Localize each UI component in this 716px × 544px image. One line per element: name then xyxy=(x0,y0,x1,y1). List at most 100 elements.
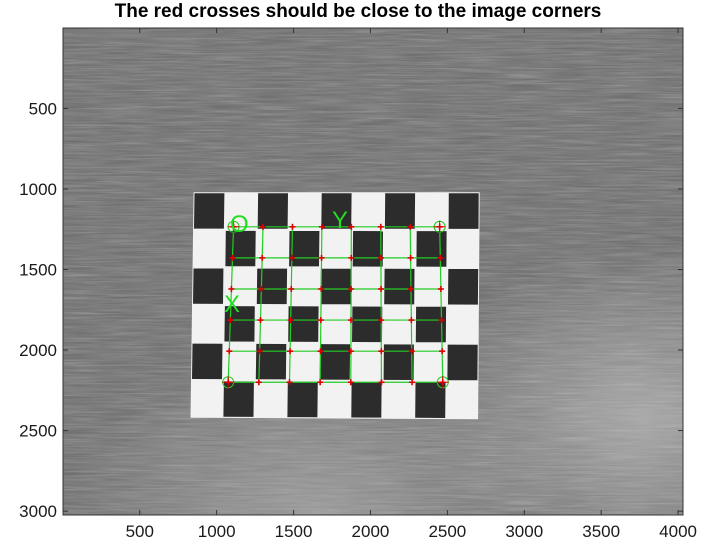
corner-marker-bottom-left xyxy=(222,376,235,389)
corner-cross xyxy=(257,317,264,324)
corner-cross xyxy=(318,223,325,230)
corner-cross xyxy=(377,223,384,230)
corner-cross xyxy=(259,254,266,261)
board-square xyxy=(351,382,382,418)
x-tick-label: 1500 xyxy=(275,522,313,541)
y-tick-label: 1000 xyxy=(19,180,57,199)
board-square xyxy=(352,306,383,343)
plot-frame xyxy=(62,27,684,516)
board-square xyxy=(193,268,224,304)
board-square xyxy=(384,268,415,305)
board-square xyxy=(287,381,318,418)
corner-cross xyxy=(227,317,234,324)
board-square xyxy=(415,306,447,343)
grid-line xyxy=(409,226,413,383)
corner-cross xyxy=(347,379,354,386)
y-tick-label: 3000 xyxy=(19,502,57,521)
board-square xyxy=(448,269,479,305)
y-tick-label: 500 xyxy=(29,99,57,118)
y-tick-label: 1500 xyxy=(19,260,57,279)
corner-cross xyxy=(317,379,324,386)
grid-line xyxy=(319,226,323,383)
corner-cross xyxy=(229,254,236,261)
board-square xyxy=(448,193,479,229)
board-square xyxy=(352,231,383,267)
corner-marker-top-right xyxy=(433,220,446,233)
grid-line xyxy=(288,226,294,383)
corner-cross xyxy=(378,379,385,386)
board-square xyxy=(321,193,352,229)
corner-cross xyxy=(287,317,294,324)
board-square xyxy=(320,268,351,305)
corner-cross xyxy=(228,285,235,292)
corner-cross xyxy=(409,379,416,386)
corner-cross xyxy=(407,254,414,261)
board-square xyxy=(319,344,351,380)
x-tick-label: 4000 xyxy=(659,522,697,541)
grid-line xyxy=(258,226,264,383)
corner-cross xyxy=(255,379,262,386)
corner-cross xyxy=(407,285,414,292)
corner-cross xyxy=(437,254,444,261)
x-tick-label: 2500 xyxy=(428,522,466,541)
corner-cross xyxy=(289,223,296,230)
corner-cross xyxy=(288,254,295,261)
corner-cross xyxy=(258,285,265,292)
corner-cross xyxy=(407,223,414,230)
board-square xyxy=(223,381,254,417)
board-square xyxy=(256,268,288,305)
board-square xyxy=(192,343,223,380)
corner-cross xyxy=(286,379,293,386)
grid-line xyxy=(380,226,383,383)
corner-cross xyxy=(318,285,325,292)
board-square xyxy=(257,193,288,229)
grid-line xyxy=(350,226,352,383)
x-direction-label: X xyxy=(224,291,240,318)
corner-cross xyxy=(318,254,325,261)
corner-cross xyxy=(378,348,385,355)
board-square xyxy=(416,231,447,267)
board-square xyxy=(194,193,225,229)
corner-cross xyxy=(348,223,355,230)
detected-grid-lines xyxy=(227,226,444,383)
board-square xyxy=(289,231,320,267)
corner-cross xyxy=(317,348,324,355)
corner-cross xyxy=(317,317,324,324)
board-square xyxy=(255,343,287,380)
corner-cross xyxy=(408,348,415,355)
board-square xyxy=(224,306,255,342)
y-axis-ticks: 500 1000 1500 2000 2500 3000 xyxy=(19,99,683,521)
board-square xyxy=(384,193,416,229)
x-tick-label: 500 xyxy=(126,522,154,541)
corner-cross xyxy=(256,348,263,355)
corner-cross xyxy=(437,285,444,292)
y-tick-label: 2000 xyxy=(19,341,57,360)
corner-cross xyxy=(226,348,233,355)
corner-cross xyxy=(348,317,355,324)
corner-cross xyxy=(347,348,354,355)
corner-cross xyxy=(288,285,295,292)
corner-marker-top-left xyxy=(227,220,240,233)
board-square xyxy=(447,344,478,381)
board-square xyxy=(415,382,446,418)
y-direction-label: Y xyxy=(332,207,348,234)
grid-line xyxy=(227,226,235,383)
x-tick-label: 1000 xyxy=(198,522,236,541)
corner-markers xyxy=(222,220,449,389)
x-tick-label: 2000 xyxy=(352,522,390,541)
x-tick-label: 3500 xyxy=(582,522,620,541)
x-axis-ticks: 500 1000 1500 2000 2500 3000 3500 4000 xyxy=(126,28,697,541)
corner-cross xyxy=(438,317,445,324)
grid-line xyxy=(439,226,444,383)
corner-cross xyxy=(378,317,385,324)
x-tick-label: 3000 xyxy=(505,522,543,541)
corner-cross xyxy=(439,348,446,355)
origin-label: O xyxy=(230,211,249,238)
corner-cross xyxy=(378,285,385,292)
figure-title: The red crosses should be close to the i… xyxy=(114,1,602,22)
corner-cross xyxy=(348,285,355,292)
corner-cross xyxy=(348,254,355,261)
board-square xyxy=(288,306,319,342)
corner-cross xyxy=(408,317,415,324)
